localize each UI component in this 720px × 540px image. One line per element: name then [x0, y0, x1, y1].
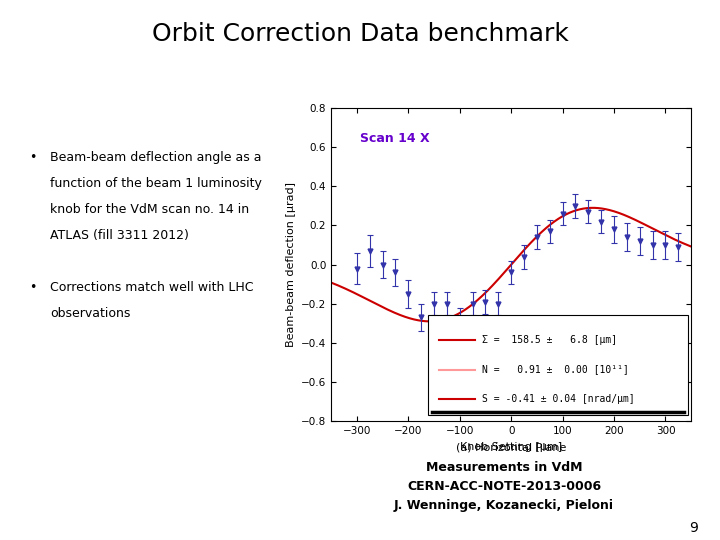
Text: function of the beam 1 luminosity: function of the beam 1 luminosity: [50, 177, 262, 190]
Text: ATLAS (fill 3311 2012): ATLAS (fill 3311 2012): [50, 229, 189, 242]
Text: N =   0.91 ±  0.00 [10¹¹]: N = 0.91 ± 0.00 [10¹¹]: [482, 364, 629, 375]
Text: Scan 14 X: Scan 14 X: [360, 132, 430, 145]
Text: •: •: [29, 281, 36, 294]
Y-axis label: Beam-beam deflection [µrad]: Beam-beam deflection [µrad]: [286, 182, 295, 347]
Text: (a) Horizontal Plane: (a) Horizontal Plane: [456, 443, 567, 453]
Text: CERN-ACC-NOTE-2013-0006: CERN-ACC-NOTE-2013-0006: [407, 480, 601, 493]
Text: observations: observations: [50, 307, 131, 320]
Text: knob for the VdM scan no. 14 in: knob for the VdM scan no. 14 in: [50, 203, 250, 216]
Text: S = -0.41 ± 0.04 [nrad/µm]: S = -0.41 ± 0.04 [nrad/µm]: [482, 394, 635, 404]
Text: Measurements in VdM: Measurements in VdM: [426, 461, 582, 474]
Text: Orbit Correction Data benchmark: Orbit Correction Data benchmark: [152, 22, 568, 45]
FancyBboxPatch shape: [428, 315, 688, 415]
Text: Σ =  158.5 ±   6.8 [µm]: Σ = 158.5 ± 6.8 [µm]: [482, 335, 618, 345]
Text: Corrections match well with LHC: Corrections match well with LHC: [50, 281, 254, 294]
Text: J. Wenninge, Kozanecki, Pieloni: J. Wenninge, Kozanecki, Pieloni: [394, 499, 614, 512]
Text: •: •: [29, 151, 36, 164]
X-axis label: Knob Setting [µm]: Knob Setting [µm]: [460, 442, 562, 451]
Text: 9: 9: [690, 521, 698, 535]
Text: Beam-beam deflection angle as a: Beam-beam deflection angle as a: [50, 151, 262, 164]
